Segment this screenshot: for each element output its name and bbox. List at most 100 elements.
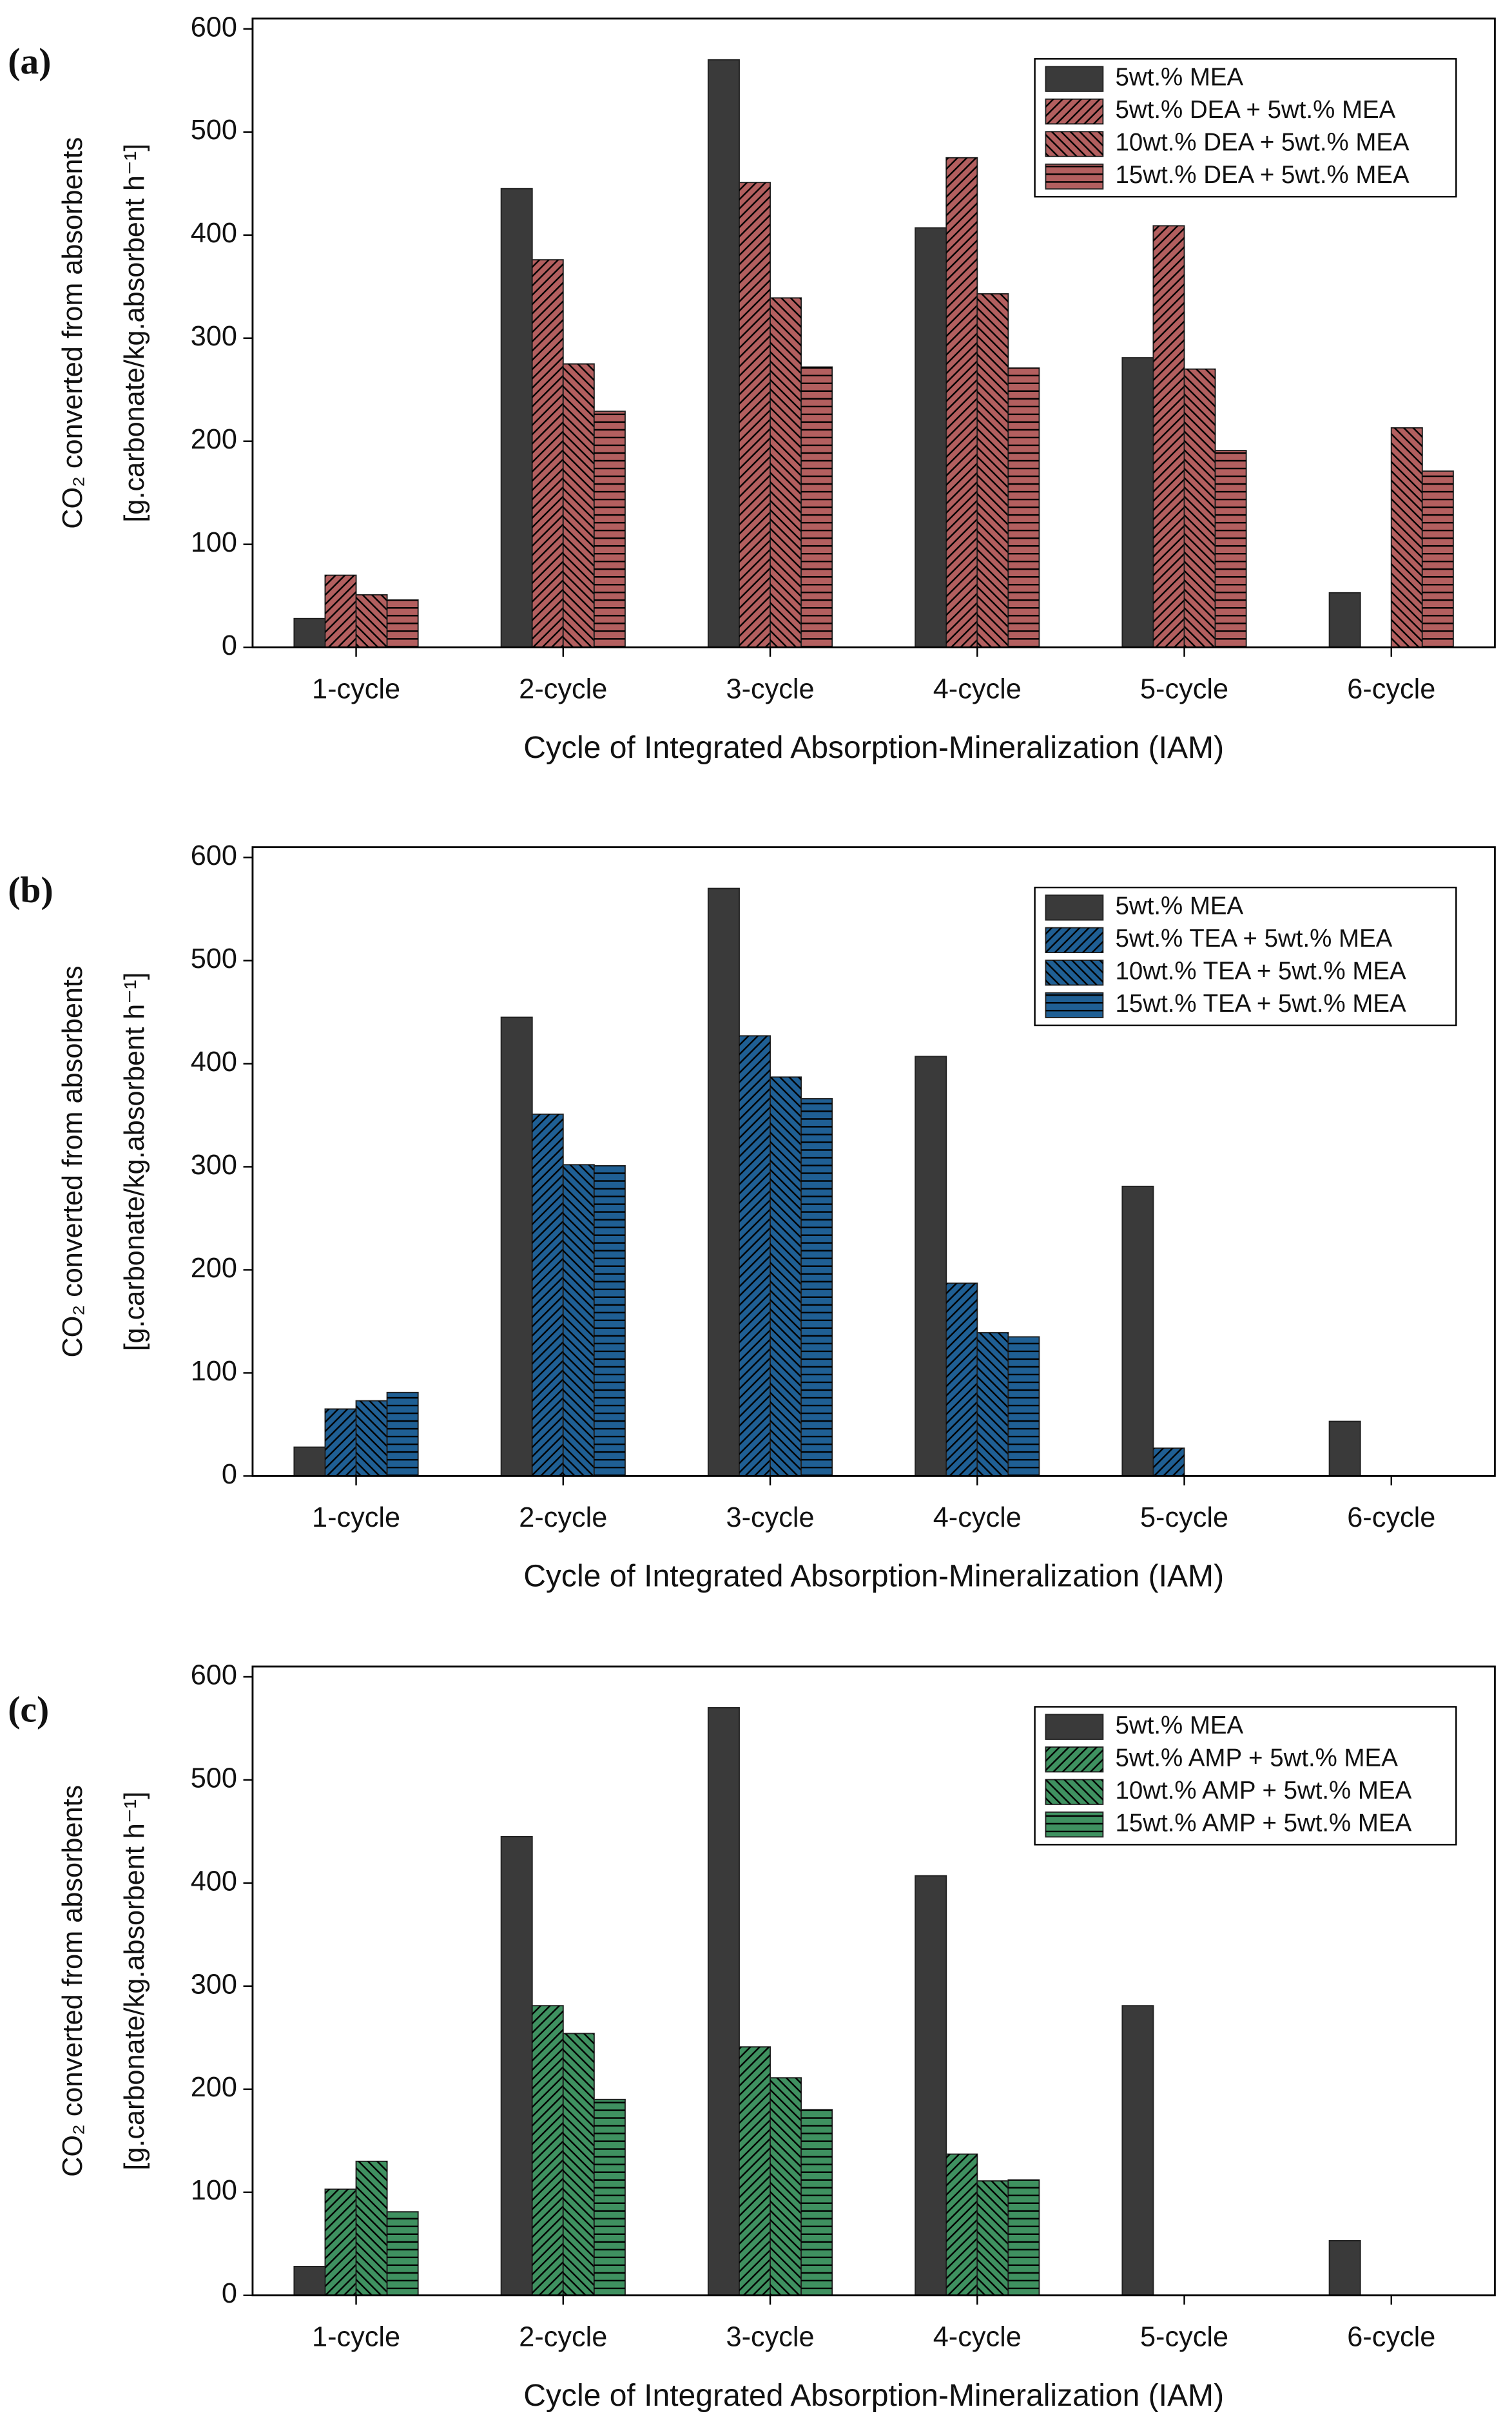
panel-label: (c) <box>8 1689 49 1730</box>
x-tick-label: 2-cycle <box>519 673 607 704</box>
x-tick-label: 2-cycle <box>519 1502 607 1533</box>
x-tick-label: 3-cycle <box>726 1502 815 1533</box>
y-tick-label: 0 <box>222 2278 237 2309</box>
legend-label: 5wt.% MEA <box>1116 64 1244 92</box>
bar-hatch <box>1008 1337 1040 1476</box>
bar <box>1121 1185 1154 1477</box>
plot-frame <box>251 1665 1496 2297</box>
bar <box>500 1016 533 1477</box>
legend-label: 10wt.% TEA + 5wt.% MEA <box>1116 957 1406 985</box>
legend-box <box>1034 58 1457 198</box>
bar-hatch <box>563 1165 594 1476</box>
y-axis-title: CO₂ converted from absorbents <box>57 137 88 529</box>
x-tick-label: 6-cycle <box>1347 2321 1435 2352</box>
legend-swatch-hatch <box>1045 1746 1103 1772</box>
y-tick-label: 200 <box>191 424 237 455</box>
legend-label: 15wt.% TEA + 5wt.% MEA <box>1116 990 1406 1018</box>
bar <box>1121 357 1154 648</box>
plot-frame <box>251 17 1496 649</box>
y-tick-label: 400 <box>191 1047 237 1078</box>
bar-hatch <box>739 2047 771 2296</box>
y-axis-title: CO₂ converted from absorbents <box>57 965 88 1357</box>
x-tick-label: 6-cycle <box>1347 1502 1435 1533</box>
bar <box>500 1835 533 2296</box>
bar <box>500 188 533 648</box>
bar-hatch <box>1153 1448 1185 1476</box>
bar-hatch <box>325 2189 356 2296</box>
legend-box <box>1034 1706 1457 1846</box>
x-tick-label: 3-cycle <box>726 673 815 704</box>
bar-hatch <box>387 600 418 648</box>
legend-label: 15wt.% DEA + 5wt.% MEA <box>1116 161 1410 189</box>
x-tick-label: 1-cycle <box>312 673 400 704</box>
bar-hatch <box>563 2033 594 2296</box>
x-tick-label: 1-cycle <box>312 2321 400 2352</box>
y-tick-label: 300 <box>191 1150 237 1181</box>
x-tick-label: 4-cycle <box>933 673 1022 704</box>
bar <box>293 2265 326 2296</box>
bar <box>915 1875 947 2296</box>
legend-swatch-hatch <box>1045 1779 1103 1804</box>
legend-swatch-hatch <box>1045 99 1103 124</box>
legend-swatch-hatch <box>1045 131 1103 157</box>
bar-hatch <box>1153 226 1185 648</box>
bar-hatch <box>532 1114 563 1476</box>
bar-hatch <box>977 293 1009 648</box>
bar <box>915 1056 947 1477</box>
y-tick-label: 300 <box>191 1969 237 2000</box>
bar <box>707 59 740 648</box>
y-axis-title: CO₂ converted from absorbents <box>57 1785 88 2177</box>
y-tick-label: 0 <box>222 1459 237 1490</box>
y-tick-label: 200 <box>191 2072 237 2103</box>
x-tick-label: 1-cycle <box>312 1502 400 1533</box>
y-tick-label: 200 <box>191 1253 237 1284</box>
y-tick-label: 500 <box>191 943 237 974</box>
y-tick-label: 500 <box>191 1763 237 1794</box>
bar-hatch <box>532 260 563 648</box>
legend-swatch <box>1045 1714 1104 1740</box>
bar-hatch <box>946 2154 978 2296</box>
bar <box>1328 1420 1361 1477</box>
bar-hatch <box>1422 471 1453 648</box>
x-tick-label: 6-cycle <box>1347 673 1435 704</box>
y-tick-label: 400 <box>191 1866 237 1897</box>
bar <box>1328 2239 1361 2296</box>
bar-hatch <box>1184 369 1216 648</box>
legend-swatch <box>1045 894 1104 921</box>
bar <box>1121 2005 1154 2296</box>
legend-swatch <box>1045 66 1104 92</box>
y-tick-label: 100 <box>191 2175 237 2206</box>
y-tick-label: 600 <box>191 840 237 871</box>
bar <box>707 1707 740 2296</box>
y-tick-label: 100 <box>191 527 237 558</box>
bar-hatch <box>356 2161 387 2296</box>
x-tick-label: 5-cycle <box>1140 2321 1228 2352</box>
bar-hatch <box>739 1036 771 1476</box>
legend-swatch-hatch <box>1045 960 1103 985</box>
bar-hatch <box>325 575 356 648</box>
bar-hatch <box>387 2212 418 2296</box>
bar-hatch <box>356 595 387 648</box>
x-axis-title: Cycle of Integrated Absorption-Mineraliz… <box>523 1559 1224 1594</box>
bar-hatch <box>532 2006 563 2296</box>
legend-label: 10wt.% AMP + 5wt.% MEA <box>1116 1777 1412 1804</box>
bar-hatch <box>801 1098 833 1476</box>
bar-hatch <box>739 182 771 648</box>
x-tick-label: 4-cycle <box>933 2321 1022 2352</box>
legend-label: 5wt.% AMP + 5wt.% MEA <box>1116 1744 1399 1772</box>
legend-label: 10wt.% DEA + 5wt.% MEA <box>1116 129 1410 157</box>
y-tick-label: 400 <box>191 218 237 249</box>
y-tick-label: 100 <box>191 1356 237 1387</box>
bar-hatch <box>801 2109 833 2296</box>
bar-hatch <box>387 1392 418 1476</box>
bar <box>293 617 326 648</box>
bar <box>293 1446 326 1477</box>
bar-hatch <box>594 1165 625 1476</box>
x-tick-label: 5-cycle <box>1140 1502 1228 1533</box>
bar-hatch <box>1008 2180 1040 2296</box>
x-tick-label: 3-cycle <box>726 2321 815 2352</box>
bar-hatch <box>1008 368 1040 648</box>
bar-hatch <box>946 157 978 648</box>
